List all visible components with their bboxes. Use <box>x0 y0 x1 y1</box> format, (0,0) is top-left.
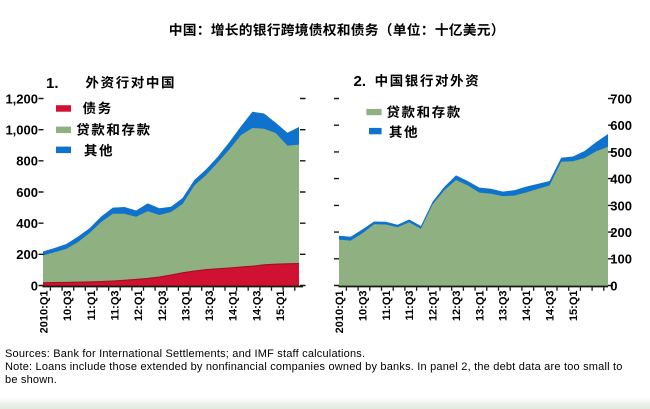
svg-text:12:Q1: 12:Q1 <box>428 291 440 322</box>
svg-text:10:Q3: 10:Q3 <box>357 291 369 322</box>
svg-text:11:Q1: 11:Q1 <box>86 291 98 321</box>
svg-text:1,200: 1,200 <box>5 91 38 106</box>
svg-text:0: 0 <box>610 278 617 293</box>
svg-text:800: 800 <box>16 154 38 169</box>
svg-text:700: 700 <box>610 91 632 106</box>
svg-text:12:Q1: 12:Q1 <box>133 291 145 322</box>
svg-text:10:Q3: 10:Q3 <box>62 291 74 322</box>
svg-text:400: 400 <box>610 172 632 187</box>
svg-text:2010:Q1: 2010:Q1 <box>39 291 51 334</box>
svg-text:13:Q3: 13:Q3 <box>498 291 510 322</box>
svg-text:14:Q3: 14:Q3 <box>251 291 263 322</box>
svg-text:11:Q3: 11:Q3 <box>109 291 121 321</box>
svg-text:13:Q1: 13:Q1 <box>180 291 192 322</box>
svg-text:600: 600 <box>610 118 632 133</box>
svg-text:11:Q1: 11:Q1 <box>381 291 393 321</box>
svg-text:14:Q1: 14:Q1 <box>228 291 240 322</box>
svg-text:2010:Q1: 2010:Q1 <box>334 291 346 334</box>
svg-text:14:Q3: 14:Q3 <box>545 291 557 322</box>
svg-text:11:Q3: 11:Q3 <box>404 291 416 321</box>
svg-text:Note: Loans include those exte: Note: Loans include those extended by no… <box>5 361 623 373</box>
svg-text:15:Q1: 15:Q1 <box>275 291 287 322</box>
svg-text:13:Q1: 13:Q1 <box>474 291 486 322</box>
svg-text:15:Q1: 15:Q1 <box>568 291 580 322</box>
svg-text:500: 500 <box>610 145 632 160</box>
svg-text:14:Q1: 14:Q1 <box>521 291 533 322</box>
svg-text:1.: 1. <box>46 75 59 92</box>
svg-text:12:Q3: 12:Q3 <box>451 291 463 322</box>
svg-text:2.: 2. <box>354 73 367 90</box>
svg-text:1,000: 1,000 <box>5 123 38 138</box>
svg-text:200: 200 <box>610 225 632 240</box>
svg-text:13:Q3: 13:Q3 <box>204 291 216 322</box>
svg-text:600: 600 <box>16 185 38 200</box>
svg-text:be shown.: be shown. <box>5 374 57 386</box>
svg-text:200: 200 <box>16 247 38 262</box>
svg-text:12:Q3: 12:Q3 <box>157 291 169 322</box>
svg-text:Sources: Bank for Internationa: Sources: Bank for International Settleme… <box>5 348 365 360</box>
svg-text:0: 0 <box>31 278 38 293</box>
svg-text:300: 300 <box>610 198 632 213</box>
svg-text:100: 100 <box>610 252 632 267</box>
svg-text:400: 400 <box>16 216 38 231</box>
